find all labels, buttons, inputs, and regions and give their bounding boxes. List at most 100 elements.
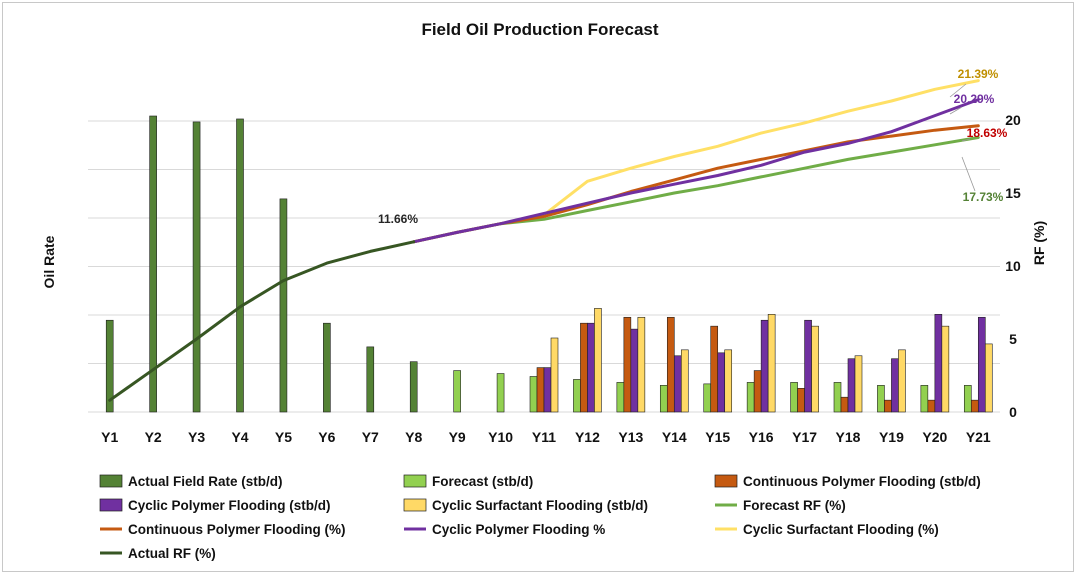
x-tick-label: Y16	[749, 429, 774, 445]
bar-cyclic-surfactant-flooding-stb-d	[941, 325, 950, 413]
bar-forecast-stb-d	[453, 370, 461, 413]
bar-forecast-stb-d	[703, 383, 712, 413]
x-tick-label: Y20	[922, 429, 947, 445]
annotation-label: 17.73%	[963, 190, 1004, 204]
bar-forecast-stb-d	[920, 385, 929, 413]
y-axis-label: Oil Rate	[41, 235, 57, 288]
bar-cyclic-surfactant-flooding-stb-d	[898, 349, 906, 413]
bar-actual-field-rate-stb-d	[105, 319, 114, 413]
legend-label: Forecast RF (%)	[743, 498, 846, 513]
bar-continuous-polymer-flooding-stb-d	[666, 316, 675, 413]
bar-continuous-polymer-flooding-stb-d	[884, 399, 892, 413]
y2-tick-label: 10	[1005, 258, 1021, 274]
x-tick-label: Y11	[532, 429, 556, 445]
x-tick-label: Y4	[231, 429, 248, 445]
x-tick-label: Y17	[792, 429, 817, 445]
bar-cyclic-surfactant-flooding-stb-d	[811, 325, 819, 413]
legend-label: Continuous Polymer Flooding (%)	[128, 522, 345, 537]
legend-swatch	[403, 474, 427, 488]
legend-label: Actual RF (%)	[128, 546, 216, 561]
bar-continuous-polymer-flooding-stb-d	[840, 396, 849, 413]
bar-cyclic-polymer-flooding-stb-d	[673, 355, 682, 413]
bar-cyclic-polymer-flooding-stb-d	[587, 322, 595, 413]
bar-cyclic-surfactant-flooding-stb-d	[550, 337, 559, 413]
legend-swatch	[99, 474, 123, 488]
bar-continuous-polymer-flooding-stb-d	[927, 399, 936, 413]
bar-continuous-polymer-flooding-stb-d	[710, 325, 719, 413]
annotation-label: 20.29%	[954, 92, 995, 106]
bar-cyclic-polymer-flooding-stb-d	[934, 314, 943, 413]
x-tick-label: Y10	[488, 429, 513, 445]
bar-cyclic-polymer-flooding-stb-d	[891, 358, 899, 413]
x-tick-label: Y19	[879, 429, 904, 445]
x-tick-label: Y18	[836, 429, 861, 445]
x-tick-label: Y8	[405, 429, 422, 445]
leader-line	[949, 83, 967, 98]
bar-cyclic-polymer-flooding-stb-d	[847, 358, 856, 413]
bar-forecast-stb-d	[963, 385, 972, 413]
x-tick-label: Y6	[318, 429, 335, 445]
bar-forecast-stb-d	[746, 382, 755, 413]
bar-cyclic-surfactant-flooding-stb-d	[594, 308, 602, 413]
y2-tick-label: 5	[1009, 331, 1017, 347]
bar-cyclic-polymer-flooding-stb-d	[630, 328, 639, 413]
legend-swatch	[99, 498, 123, 512]
y2-axis-label: RF (%)	[1031, 221, 1047, 265]
bar-cyclic-polymer-flooding-stb-d	[977, 316, 986, 413]
x-tick-label: Y12	[575, 429, 600, 445]
bar-forecast-stb-d	[790, 382, 798, 413]
x-tick-labels: Y1 Y2 Y3 Y4 Y5 Y6 Y7 Y8 Y9 Y10 Y11 Y12 Y13 Y14 Y15 Y16 Y…	[101, 429, 991, 445]
x-tick-label: Y7	[362, 429, 379, 445]
bar-cyclic-polymer-flooding-stb-d	[543, 367, 552, 413]
bar-forecast-stb-d	[659, 385, 668, 413]
bar-continuous-polymer-flooding-stb-d	[797, 388, 805, 413]
legend-label: Forecast (stb/d)	[432, 474, 533, 489]
bar-actual-field-rate-stb-d	[149, 115, 157, 413]
leader-line	[961, 138, 971, 142]
x-tick-label: Y2	[145, 429, 162, 445]
bar-forecast-stb-d	[496, 373, 505, 413]
bar-cyclic-polymer-flooding-stb-d	[804, 319, 812, 413]
x-tick-label: Y3	[188, 429, 205, 445]
legend: Actual Field Rate (stb/d) Forecast (stb/d…	[99, 474, 981, 561]
bar-continuous-polymer-flooding-stb-d	[580, 322, 588, 413]
bar-cyclic-surfactant-flooding-stb-d	[724, 349, 733, 413]
y2-tick-label: 15	[1005, 185, 1021, 201]
bar-continuous-polymer-flooding-stb-d	[970, 399, 979, 413]
bar-cyclic-surfactant-flooding-stb-d	[680, 349, 689, 413]
y2-tick-label: 20	[1005, 112, 1021, 128]
leader-line	[961, 156, 976, 192]
annotations: 11.66% 21.39% 20.29% 18.63% 17.73%	[378, 67, 1008, 226]
bar-cyclic-polymer-flooding-stb-d	[760, 319, 769, 413]
bar-cyclic-surfactant-flooding-stb-d	[767, 314, 776, 413]
annotation-label: 11.66%	[378, 212, 418, 226]
legend-label: Cyclic Polymer Flooding %	[432, 522, 605, 537]
x-tick-label: Y5	[275, 429, 292, 445]
bar-actual-field-rate-stb-d	[323, 322, 331, 413]
legend-label: Cyclic Polymer Flooding (stb/d)	[128, 498, 331, 513]
line-forecast-rf	[412, 136, 980, 244]
bar-forecast-stb-d	[529, 376, 538, 413]
x-tick-label: Y15	[705, 429, 730, 445]
bar-forecast-stb-d	[573, 379, 581, 413]
bar-forecast-stb-d	[877, 385, 885, 413]
annotation-label: 18.63%	[967, 126, 1008, 140]
bar-actual-field-rate-stb-d	[366, 346, 375, 413]
bar-cyclic-surfactant-flooding-stb-d	[984, 343, 993, 413]
line-marks	[108, 79, 980, 402]
legend-swatch	[403, 498, 427, 512]
bar-actual-field-rate-stb-d	[279, 198, 288, 413]
legend-swatch	[714, 474, 738, 488]
x-tick-label: Y1	[101, 429, 118, 445]
bar-cyclic-surfactant-flooding-stb-d	[637, 316, 646, 413]
legend-label: Cyclic Surfactant Flooding (stb/d)	[432, 498, 648, 513]
bar-continuous-polymer-flooding-stb-d	[753, 370, 762, 413]
annotation-label: 21.39%	[958, 67, 999, 81]
bar-forecast-stb-d	[833, 382, 842, 413]
bar-actual-field-rate-stb-d	[236, 118, 244, 413]
y2-tick-label: 0	[1009, 404, 1017, 420]
x-tick-label: Y21	[966, 429, 991, 445]
line-actual-rf	[108, 240, 416, 402]
